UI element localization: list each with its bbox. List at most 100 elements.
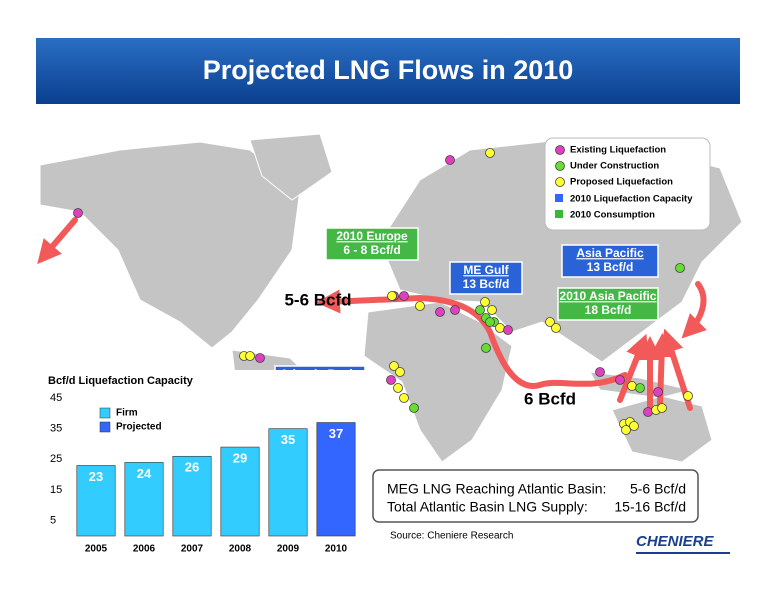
flow-label: 6 Bcfd xyxy=(524,389,576,408)
flow-label: 5-6 Bcfd xyxy=(284,290,351,309)
source: Source: Cheniere Research xyxy=(390,531,513,542)
summary-value: 5-6 Bcf/d xyxy=(630,481,686,497)
site-dot xyxy=(653,387,663,397)
y-tick-label: 5 xyxy=(50,515,56,527)
summary-label: MEG LNG Reaching Atlantic Basin: xyxy=(387,481,606,497)
legend-swatch xyxy=(555,161,565,171)
region-box-bg xyxy=(561,244,659,278)
site-dot xyxy=(627,381,637,391)
site-dot xyxy=(395,367,405,377)
legend-swatch xyxy=(555,177,565,187)
x-tick-label: 2006 xyxy=(133,544,156,555)
y-tick-label: 25 xyxy=(50,453,62,465)
title: Projected LNG Flows in 2010 xyxy=(203,55,574,85)
site-dot xyxy=(643,407,653,417)
region-name: 2010 Asia Pacific xyxy=(560,289,657,303)
site-dot xyxy=(635,383,645,393)
legend-label: Existing Liquefaction xyxy=(570,145,666,156)
region-value: 13 Bcf/d xyxy=(587,260,634,274)
site-dot xyxy=(675,263,685,273)
region-value: 13 Bcf/d xyxy=(463,277,510,291)
region-name: Asia Pacific xyxy=(576,246,644,260)
site-dot xyxy=(399,393,409,403)
region-value: 6 - 8 Bcf/d xyxy=(343,243,400,257)
site-dot xyxy=(657,403,667,413)
site-dot xyxy=(386,375,396,385)
bar xyxy=(316,422,356,537)
site-dot xyxy=(387,291,397,301)
bar xyxy=(124,462,164,537)
y-tick-label: 15 xyxy=(50,484,62,496)
bar xyxy=(172,455,212,537)
y-tick-label: 45 xyxy=(50,392,62,404)
summary-label: Total Atlantic Basin LNG Supply: xyxy=(387,499,588,515)
bar xyxy=(220,446,260,537)
legend-swatch xyxy=(555,194,563,202)
legend-label: Firm xyxy=(116,408,138,419)
value-label: 23 xyxy=(89,469,103,484)
site-dot xyxy=(409,403,419,413)
x-tick-label: 2009 xyxy=(277,544,300,555)
header xyxy=(36,38,740,104)
legend-label: Proposed Liquefaction xyxy=(570,177,673,188)
region-box-bg xyxy=(325,227,419,261)
value-label: 26 xyxy=(185,460,199,475)
site-dot xyxy=(73,208,83,218)
site-dot xyxy=(450,305,460,315)
site-dot xyxy=(545,317,555,327)
site-dot xyxy=(487,305,497,315)
chart-title: Bcf/d Liquefaction Capacity xyxy=(48,375,194,387)
region-box-bg xyxy=(449,261,523,295)
legend-label: 2010 Consumption xyxy=(570,210,655,221)
site-dot xyxy=(485,317,495,327)
site-dot xyxy=(475,305,485,315)
legend-swatch xyxy=(555,145,565,155)
site-dot xyxy=(615,375,625,385)
site-dot xyxy=(621,425,631,435)
legend-label: Projected xyxy=(116,422,162,433)
region-box-bg xyxy=(557,287,659,321)
x-tick-label: 2005 xyxy=(85,544,108,555)
x-tick-label: 2007 xyxy=(181,544,204,555)
x-tick-label: 2010 xyxy=(325,544,348,555)
bar xyxy=(268,428,308,537)
site-dot xyxy=(495,323,505,333)
y-tick-label: 35 xyxy=(50,423,62,435)
site-dot xyxy=(629,421,639,431)
legend-swatch xyxy=(99,421,111,433)
value-label: 37 xyxy=(329,426,343,441)
site-dot xyxy=(399,291,409,301)
site-dot xyxy=(480,297,490,307)
site-dot xyxy=(255,353,265,363)
logo: CHENIERE xyxy=(636,533,715,550)
site-dot xyxy=(683,391,693,401)
site-dot xyxy=(481,343,491,353)
site-dot xyxy=(551,323,561,333)
legend-swatch xyxy=(99,407,111,419)
region-name: 2010 Europe xyxy=(336,229,408,243)
site-dot xyxy=(415,301,425,311)
site-dot xyxy=(485,148,495,158)
value-label: 35 xyxy=(281,432,295,447)
site-dot xyxy=(393,383,403,393)
map-legend: Existing Liquefaction Under Construction P… xyxy=(544,137,711,231)
legend-label: Under Construction xyxy=(570,161,659,172)
legend-swatch xyxy=(555,210,563,218)
bar xyxy=(76,465,116,537)
x-tick-label: 2008 xyxy=(229,544,252,555)
site-dot xyxy=(503,325,513,335)
chart-panel: Bcf/d Liquefaction Capacity 5 15 25 35 45 200… xyxy=(40,370,365,558)
region-value: 18 Bcf/d xyxy=(585,303,632,317)
value-label: 24 xyxy=(137,466,152,481)
summary-value: 15-16 Bcf/d xyxy=(614,499,686,515)
summary-box: MEG LNG Reaching Atlantic Basin: 5-6 Bcf… xyxy=(372,469,699,523)
site-dot xyxy=(435,307,445,317)
site-dot xyxy=(595,367,605,377)
region-name: ME Gulf xyxy=(463,263,509,277)
legend-label: 2010 Liquefaction Capacity xyxy=(570,194,693,205)
